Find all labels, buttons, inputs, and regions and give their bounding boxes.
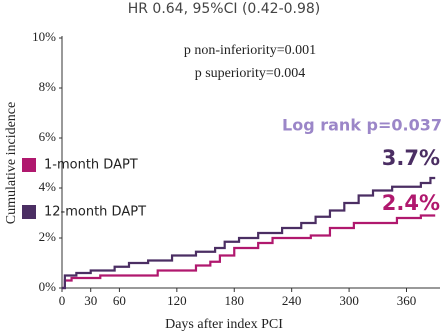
annotation: 3.7% xyxy=(382,146,440,170)
chart-title: HR 0.64, 95%CI (0.42-0.98) xyxy=(128,1,321,17)
x-axis-label: Days after index PCI xyxy=(165,317,283,332)
y-tick-label: 10% xyxy=(32,29,56,44)
y-tick-label: 6% xyxy=(39,129,57,144)
x-tick-label: 300 xyxy=(339,293,359,308)
annotation: 2.4% xyxy=(382,191,440,215)
annotation: Log rank p=0.037 xyxy=(282,116,442,135)
x-tick-label: 240 xyxy=(282,293,302,308)
annotation: p non-inferiority=0.001 xyxy=(184,43,316,58)
legend-label: 12-month DAPT xyxy=(44,205,146,220)
x-tick-label: 30 xyxy=(84,293,97,308)
x-tick-label: 0 xyxy=(59,293,66,308)
x-tick-label: 120 xyxy=(167,293,187,308)
legend-swatch xyxy=(22,158,36,172)
x-tick-label: 180 xyxy=(225,293,245,308)
legend-label: 1-month DAPT xyxy=(44,158,138,173)
annotation: p superiority=0.004 xyxy=(195,66,306,81)
y-tick-label: 0% xyxy=(39,279,57,294)
legend-swatch xyxy=(22,205,36,219)
y-tick-label: 2% xyxy=(39,229,57,244)
km-curve xyxy=(62,176,436,290)
km-curve xyxy=(62,214,436,290)
y-tick-label: 8% xyxy=(39,79,57,94)
y-tick-label: 4% xyxy=(39,179,57,194)
x-tick-label: 360 xyxy=(397,293,417,308)
x-tick-label: 60 xyxy=(113,293,126,308)
y-axis-label: Cumulative incidence xyxy=(4,102,19,224)
